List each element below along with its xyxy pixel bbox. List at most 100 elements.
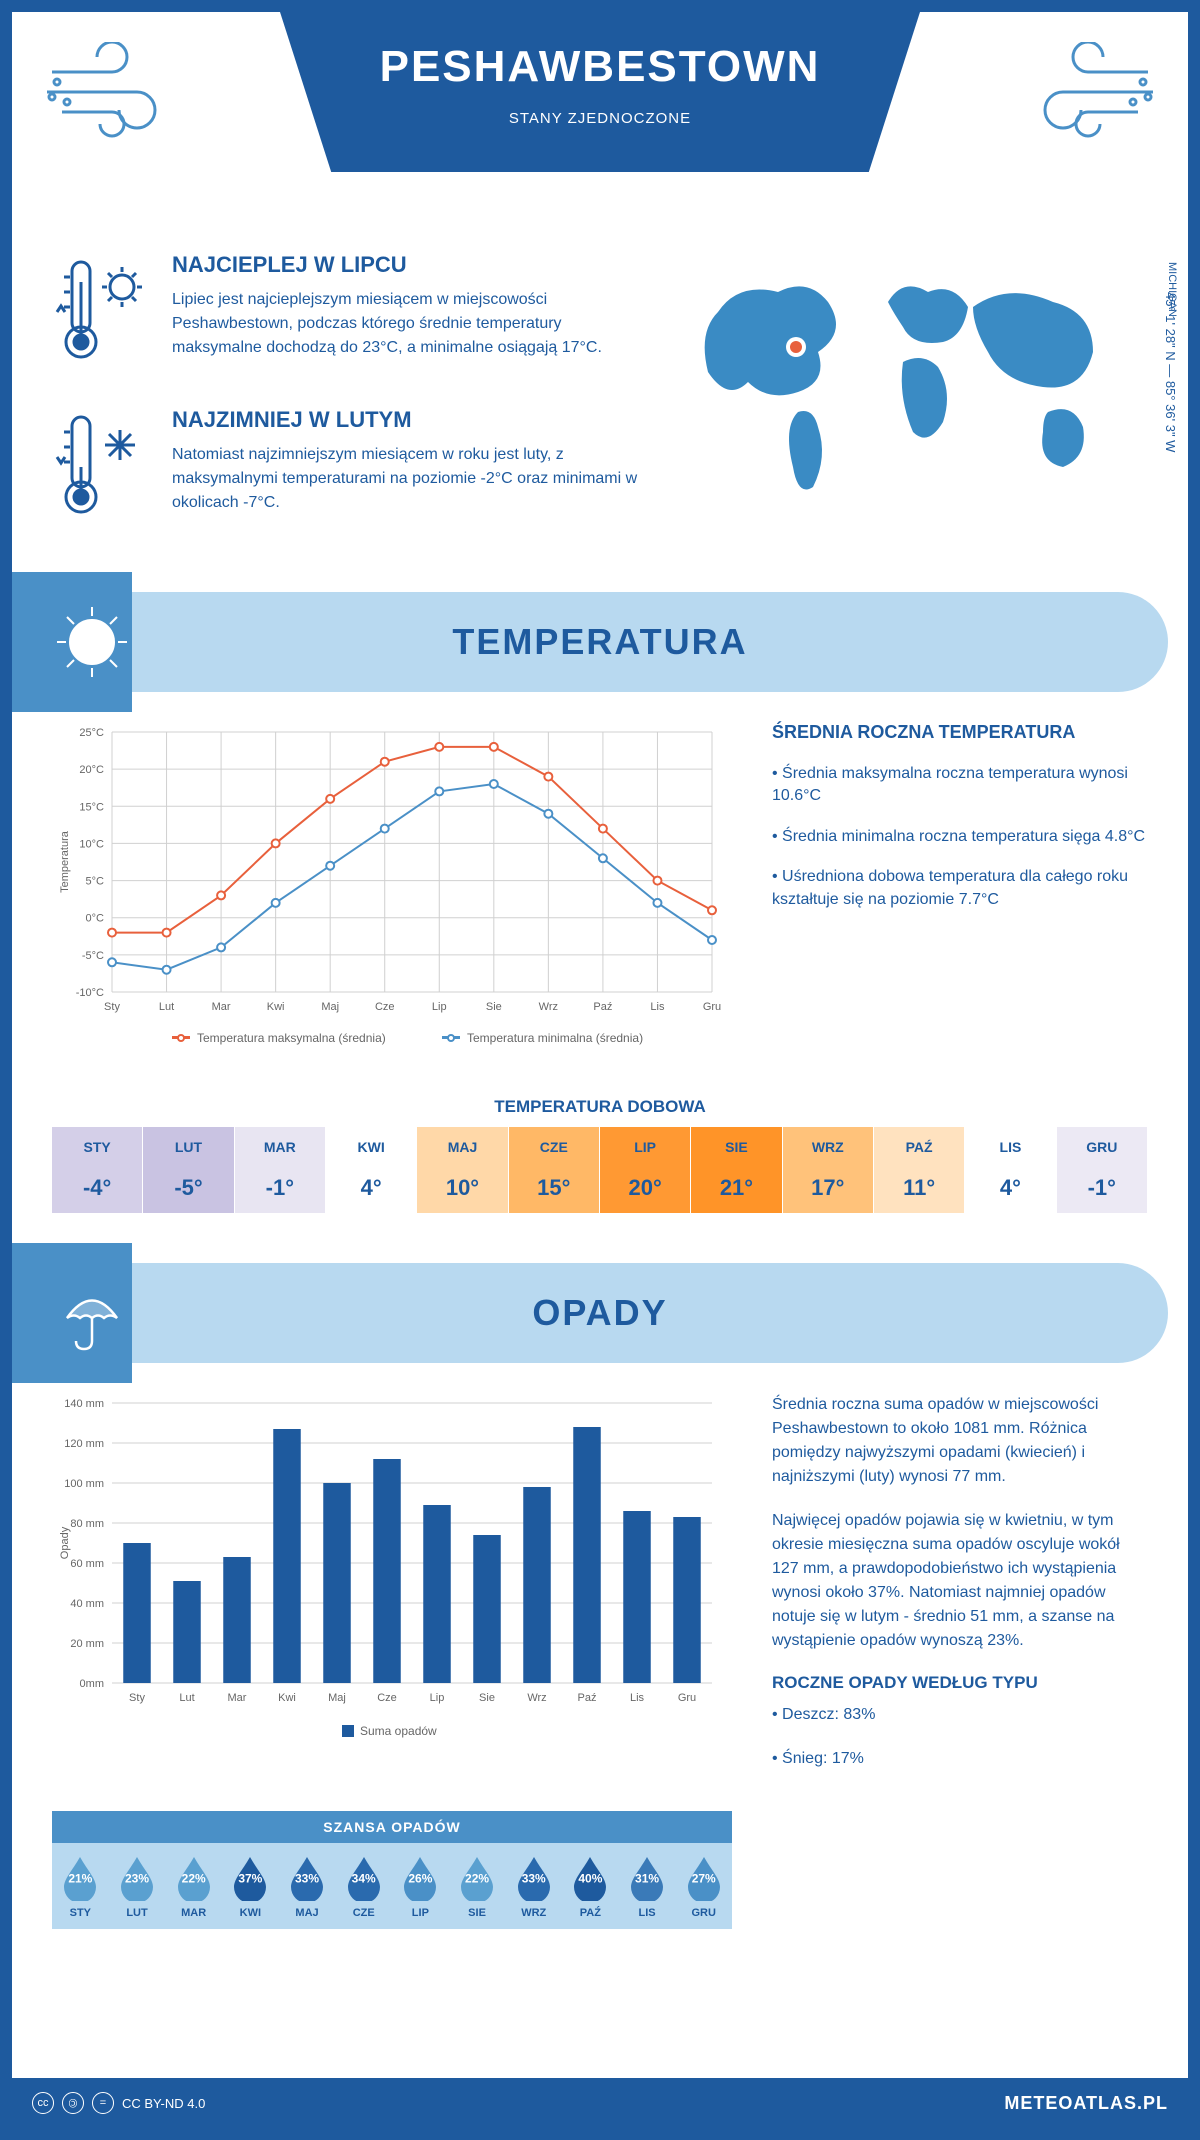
svg-text:Opady: Opady [59, 1526, 71, 1559]
chance-value: 37% [238, 1871, 262, 1885]
svg-text:40 mm: 40 mm [70, 1598, 104, 1610]
svg-text:Lip: Lip [432, 1001, 447, 1013]
svg-text:Temperatura maksymalna (średni: Temperatura maksymalna (średnia) [197, 1031, 386, 1045]
drop-icon: 37% [230, 1853, 270, 1901]
coldest-text: NAJZIMNIEJ W LUTYM Natomiast najzimniejs… [172, 407, 648, 532]
page: PESHAWBESTOWN STANY ZJEDNOCZONE NAJCIEPL… [0, 0, 1200, 2140]
svg-text:Sie: Sie [479, 1692, 495, 1704]
daily-cell: WRZ 17° [783, 1127, 874, 1213]
precipitation-row: 0mm 20 mm 40 mm 60 mm 80 mm 100 mm 120 mm 140 m… [12, 1393, 1188, 1791]
chance-value: 33% [295, 1871, 319, 1885]
svg-text:20 mm: 20 mm [70, 1638, 104, 1650]
daily-cell: SIE 21° [691, 1127, 782, 1213]
svg-text:Mar: Mar [228, 1692, 247, 1704]
chance-value: 22% [182, 1871, 206, 1885]
svg-text:0mm: 0mm [80, 1678, 104, 1690]
precip-type-line: • Śnieg: 17% [772, 1747, 1148, 1771]
chance-value: 33% [522, 1871, 546, 1885]
country-subtitle: STANY ZJEDNOCZONE [280, 110, 920, 127]
precip-type-line: • Deszcz: 83% [772, 1703, 1148, 1727]
chance-cell: 31% LIS [619, 1853, 676, 1919]
thermometer-snow-icon [52, 407, 152, 532]
drop-icon: 27% [684, 1853, 724, 1901]
footer: cc 🄯 = CC BY-ND 4.0 METEOATLAS.PL [12, 2078, 1188, 2128]
svg-text:Lut: Lut [179, 1692, 194, 1704]
daily-month: SIE [691, 1139, 781, 1165]
daily-month: MAR [235, 1139, 325, 1165]
temperature-stats: ŚREDNIA ROCZNA TEMPERATURA • Średnia mak… [772, 722, 1148, 1067]
chance-value: 34% [352, 1871, 376, 1885]
daily-value: -1° [235, 1165, 325, 1201]
daily-month: WRZ [783, 1139, 873, 1165]
daily-cell: MAJ 10° [417, 1127, 508, 1213]
chance-month: LIS [619, 1907, 676, 1919]
chance-value: 21% [68, 1871, 92, 1885]
chance-value: 23% [125, 1871, 149, 1885]
chance-cell: 22% SIE [449, 1853, 506, 1919]
chance-month: LUT [109, 1907, 166, 1919]
precipitation-chart: 0mm 20 mm 40 mm 60 mm 80 mm 100 mm 120 mm 140 m… [52, 1393, 732, 1791]
chance-value: 26% [408, 1871, 432, 1885]
svg-text:Paź: Paź [578, 1692, 597, 1704]
coldest-title: NAJZIMNIEJ W LUTYM [172, 407, 648, 433]
drop-icon: 33% [514, 1853, 554, 1901]
svg-text:80 mm: 80 mm [70, 1518, 104, 1530]
info-left: NAJCIEPLEJ W LIPCU Lipiec jest najcieple… [52, 252, 648, 562]
chance-title: SZANSA OPADÓW [52, 1811, 732, 1843]
svg-text:20°C: 20°C [79, 764, 104, 776]
daily-month: MAJ [417, 1139, 507, 1165]
svg-text:Cze: Cze [375, 1001, 395, 1013]
warmest-block: NAJCIEPLEJ W LIPCU Lipiec jest najcieple… [52, 252, 648, 377]
daily-cell: CZE 15° [509, 1127, 600, 1213]
chance-month: GRU [675, 1907, 732, 1919]
chance-cell: 26% LIP [392, 1853, 449, 1919]
chance-row: 21% STY 23% LUT 22% MAR 37% KWI 33% MAJ [52, 1843, 732, 1929]
drop-icon: 21% [60, 1853, 100, 1901]
thermometer-sun-icon [52, 252, 152, 377]
warmest-desc: Lipiec jest najcieplejszym miesiącem w m… [172, 288, 648, 360]
svg-text:60 mm: 60 mm [70, 1558, 104, 1570]
svg-text:Paź: Paź [593, 1001, 612, 1013]
chance-cell: 22% MAR [165, 1853, 222, 1919]
svg-text:140 mm: 140 mm [64, 1398, 104, 1410]
svg-text:Wrz: Wrz [539, 1001, 558, 1013]
precip-chance-strip: SZANSA OPADÓW 21% STY 23% LUT 22% MAR 37… [52, 1811, 732, 1929]
svg-text:Lut: Lut [159, 1001, 174, 1013]
svg-text:-5°C: -5°C [82, 950, 104, 962]
svg-text:Temperatura minimalna (średnia: Temperatura minimalna (średnia) [467, 1031, 643, 1045]
drop-icon: 22% [174, 1853, 214, 1901]
svg-text:120 mm: 120 mm [64, 1438, 104, 1450]
footer-license: cc 🄯 = CC BY-ND 4.0 [32, 2092, 205, 2114]
temperature-chart: -10°C-5°C0°C5°C10°C15°C20°C25°CStyLutMar… [52, 722, 732, 1067]
chance-month: MAR [165, 1907, 222, 1919]
drop-icon: 26% [400, 1853, 440, 1901]
daily-value: 4° [965, 1165, 1055, 1201]
svg-text:100 mm: 100 mm [64, 1478, 104, 1490]
coldest-desc: Natomiast najzimniejszym miesiącem w rok… [172, 443, 648, 515]
daily-temp-table: STY -4° LUT -5° MAR -1° KWI 4° MAJ 10° C… [52, 1127, 1148, 1213]
precip-p2: Najwięcej opadów pojawia się w kwietniu,… [772, 1509, 1148, 1653]
chance-cell: 21% STY [52, 1853, 109, 1919]
chance-cell: 37% KWI [222, 1853, 279, 1919]
daily-value: 4° [326, 1165, 416, 1201]
drop-icon: 33% [287, 1853, 327, 1901]
svg-text:Maj: Maj [321, 1001, 339, 1013]
svg-text:15°C: 15°C [79, 801, 104, 813]
umbrella-icon [52, 1273, 132, 1358]
daily-cell: MAR -1° [235, 1127, 326, 1213]
license-text: CC BY-ND 4.0 [122, 2096, 205, 2111]
daily-value: 15° [509, 1165, 599, 1201]
daily-month: KWI [326, 1139, 416, 1165]
daily-month: LUT [143, 1139, 233, 1165]
precipitation-title: OPADY [532, 1292, 667, 1334]
svg-text:Kwi: Kwi [267, 1001, 285, 1013]
drop-icon: 31% [627, 1853, 667, 1901]
wind-icon [1008, 42, 1158, 147]
svg-text:Mar: Mar [212, 1001, 231, 1013]
warmest-text: NAJCIEPLEJ W LIPCU Lipiec jest najcieple… [172, 252, 648, 377]
header: PESHAWBESTOWN STANY ZJEDNOCZONE [12, 12, 1188, 252]
daily-value: 11° [874, 1165, 964, 1201]
svg-text:Kwi: Kwi [278, 1692, 296, 1704]
chance-cell: 33% WRZ [505, 1853, 562, 1919]
svg-text:25°C: 25°C [79, 727, 104, 739]
